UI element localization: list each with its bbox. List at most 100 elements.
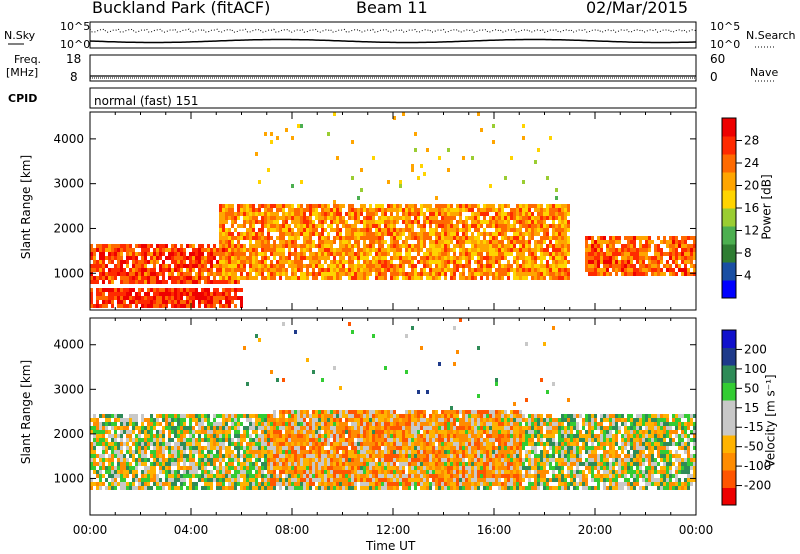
data-cell bbox=[633, 240, 636, 244]
data-cell bbox=[144, 268, 147, 272]
data-cell bbox=[648, 236, 651, 240]
data-cell bbox=[198, 244, 201, 248]
data-cell bbox=[219, 422, 222, 426]
data-cell bbox=[210, 450, 213, 454]
data-cell bbox=[147, 248, 150, 252]
data-cell bbox=[423, 244, 426, 248]
data-cell bbox=[231, 426, 234, 430]
data-cell bbox=[411, 228, 414, 232]
data-cell bbox=[222, 244, 225, 248]
data-cell bbox=[348, 208, 351, 212]
data-cell bbox=[147, 272, 150, 276]
data-cell bbox=[435, 228, 438, 232]
data-cell bbox=[234, 446, 237, 450]
data-cell bbox=[180, 466, 183, 470]
data-cell bbox=[150, 434, 153, 438]
data-cell bbox=[318, 458, 321, 462]
data-cell bbox=[645, 264, 648, 268]
data-cell bbox=[135, 438, 138, 442]
data-cell bbox=[675, 244, 678, 248]
data-cell bbox=[357, 414, 360, 418]
data-cell bbox=[168, 418, 171, 422]
data-cell bbox=[204, 418, 207, 422]
data-cell bbox=[252, 244, 255, 248]
data-cell bbox=[429, 252, 432, 256]
data-cell bbox=[549, 264, 552, 268]
data-cell bbox=[267, 224, 270, 228]
data-cell bbox=[276, 268, 279, 272]
data-cell bbox=[252, 414, 255, 418]
data-cell bbox=[669, 264, 672, 268]
data-cell bbox=[528, 236, 531, 240]
data-cell bbox=[375, 454, 378, 458]
data-cell bbox=[336, 446, 339, 450]
data-cell bbox=[396, 482, 399, 486]
data-cell bbox=[501, 208, 504, 212]
data-cell bbox=[222, 474, 225, 478]
data-cell bbox=[159, 268, 162, 272]
data-cell bbox=[471, 232, 474, 236]
data-cell bbox=[603, 240, 606, 244]
data-cell bbox=[210, 300, 213, 304]
data-cell bbox=[318, 434, 321, 438]
data-cell bbox=[303, 478, 306, 482]
data-cell bbox=[420, 164, 423, 168]
data-cell bbox=[213, 454, 216, 458]
data-cell bbox=[333, 260, 336, 264]
data-cell bbox=[249, 486, 252, 490]
data-cell bbox=[411, 422, 414, 426]
data-cell bbox=[288, 450, 291, 454]
data-cell bbox=[630, 260, 633, 264]
data-cell bbox=[162, 304, 165, 308]
data-cell bbox=[159, 482, 162, 486]
data-cell bbox=[462, 220, 465, 224]
data-cell bbox=[564, 260, 567, 264]
data-cell bbox=[492, 232, 495, 236]
data-cell bbox=[354, 430, 357, 434]
data-cell bbox=[567, 204, 570, 208]
data-cell bbox=[354, 478, 357, 482]
data-cell bbox=[534, 204, 537, 208]
data-cell bbox=[90, 244, 93, 248]
data-cell bbox=[237, 446, 240, 450]
data-cell bbox=[453, 224, 456, 228]
data-cell bbox=[108, 454, 111, 458]
data-cell bbox=[258, 446, 261, 450]
data-cell bbox=[675, 236, 678, 240]
data-cell bbox=[234, 220, 237, 224]
data-cell bbox=[351, 252, 354, 256]
data-cell bbox=[237, 426, 240, 430]
data-cell bbox=[360, 208, 363, 212]
data-cell bbox=[420, 418, 423, 422]
data-cell bbox=[387, 426, 390, 430]
data-cell bbox=[126, 462, 129, 466]
data-cell bbox=[294, 458, 297, 462]
data-cell bbox=[390, 442, 393, 446]
data-cell bbox=[624, 236, 627, 240]
data-cell bbox=[243, 454, 246, 458]
data-cell bbox=[99, 442, 102, 446]
data-cell bbox=[396, 450, 399, 454]
data-cell bbox=[336, 458, 339, 462]
data-cell bbox=[525, 208, 528, 212]
data-cell bbox=[99, 454, 102, 458]
data-cell bbox=[462, 224, 465, 228]
data-cell bbox=[609, 264, 612, 268]
data-cell bbox=[264, 442, 267, 446]
data-cell bbox=[432, 252, 435, 256]
data-cell bbox=[147, 422, 150, 426]
data-cell bbox=[207, 486, 210, 490]
data-cell bbox=[585, 244, 588, 248]
data-cell bbox=[129, 288, 132, 292]
data-cell bbox=[273, 454, 276, 458]
data-cell bbox=[282, 426, 285, 430]
data-cell bbox=[444, 248, 447, 252]
data-cell bbox=[354, 220, 357, 224]
data-cell bbox=[135, 304, 138, 308]
data-cell bbox=[477, 244, 480, 248]
data-cell bbox=[372, 232, 375, 236]
data-cell bbox=[234, 470, 237, 474]
data-cell bbox=[240, 244, 243, 248]
data-cell bbox=[282, 248, 285, 252]
data-cell bbox=[111, 462, 114, 466]
